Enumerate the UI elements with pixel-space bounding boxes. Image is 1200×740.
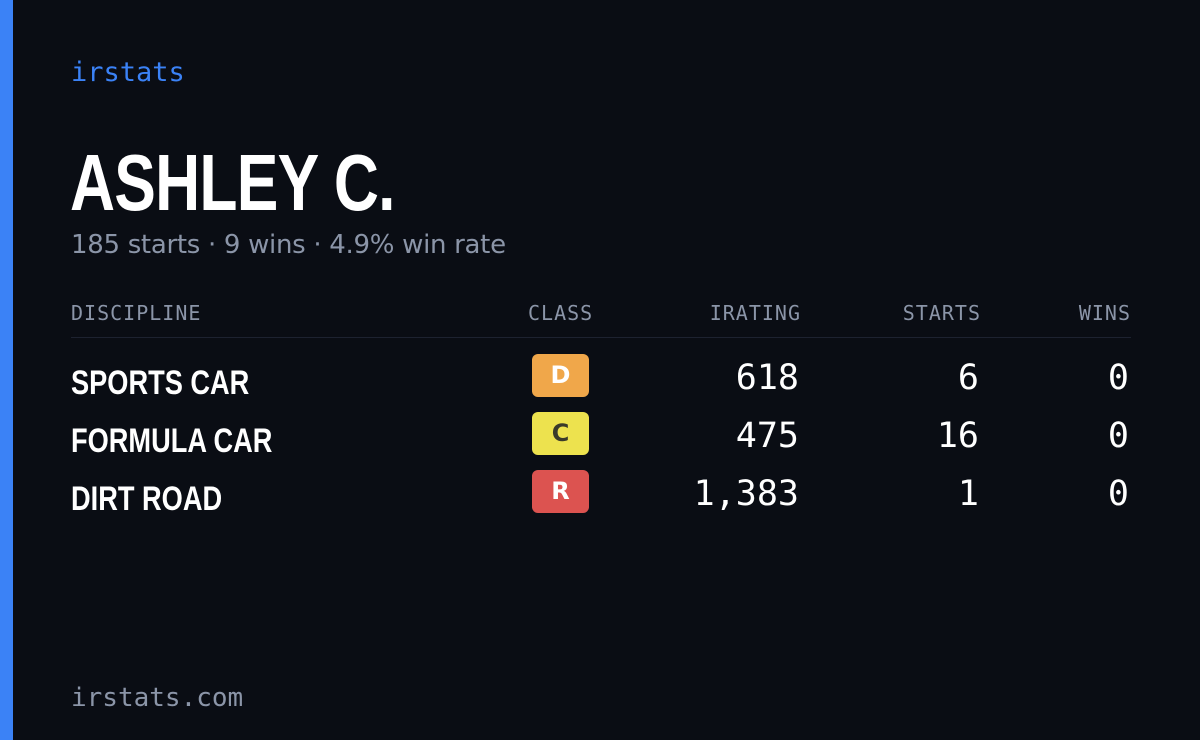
header-wins: WINS (1078, 301, 1131, 325)
driver-summary: 185 starts · 9 wins · 4.9% win rate (71, 230, 506, 260)
starts-value: 1 (957, 474, 979, 514)
accent-bar (0, 0, 13, 740)
driver-name: ASHLEY C. (70, 138, 395, 227)
header-discipline: DISCIPLINE (71, 301, 202, 325)
stats-table: SPORTS CAR D 618 6 0 FORMULA CAR C 475 1… (71, 353, 1131, 527)
irating-value: 1,383 (693, 474, 799, 514)
wins-value: 0 (1107, 358, 1129, 398)
wins-value: 0 (1107, 474, 1129, 514)
starts-value: 16 (936, 416, 979, 456)
starts-value: 6 (957, 358, 979, 398)
discipline-name: SPORTS CAR (71, 364, 250, 402)
class-badge: C (532, 412, 589, 455)
discipline-name: FORMULA CAR (71, 422, 273, 460)
class-badge: R (532, 470, 589, 513)
table-row: SPORTS CAR D 618 6 0 (71, 353, 1131, 411)
class-badge: D (532, 354, 589, 397)
header-irating: IRATING (709, 301, 801, 325)
discipline-name: DIRT ROAD (71, 480, 223, 518)
brand-logo[interactable]: irstats (71, 57, 185, 88)
irating-value: 618 (735, 358, 799, 398)
header-class: CLASS (528, 301, 594, 325)
footer-url[interactable]: irstats.com (71, 683, 244, 713)
table-row: DIRT ROAD R 1,383 1 0 (71, 469, 1131, 527)
wins-value: 0 (1107, 416, 1129, 456)
header-starts: STARTS (902, 301, 981, 325)
table-row: FORMULA CAR C 475 16 0 (71, 411, 1131, 469)
table-header: DISCIPLINE CLASS IRATING STARTS WINS (71, 300, 1131, 338)
irating-value: 475 (735, 416, 799, 456)
